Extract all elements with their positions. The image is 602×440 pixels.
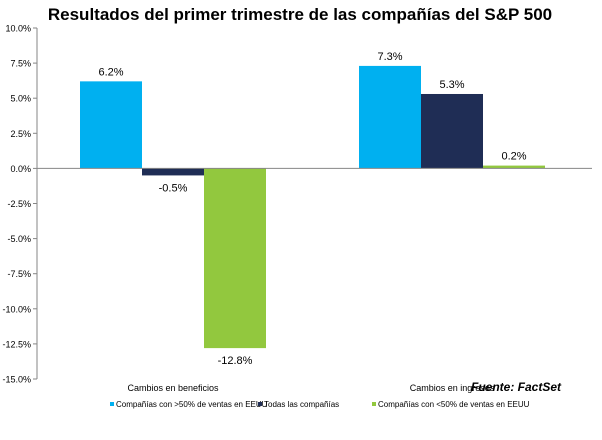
legend-label: Todas las compañías (264, 400, 339, 409)
y-tick-label: -10.0% (2, 304, 31, 314)
legend-swatch (372, 402, 376, 406)
data-label: 5.3% (439, 79, 464, 91)
category-label: Cambios en beneficios (127, 383, 219, 393)
y-tick-label: -5.0% (7, 234, 31, 244)
y-tick-label: 2.5% (10, 129, 31, 139)
y-tick-label: -7.5% (7, 269, 31, 279)
y-tick-label: 0.0% (10, 164, 31, 174)
bar (142, 168, 204, 176)
chart-title: Resultados del primer trimestre de las c… (48, 5, 552, 24)
y-tick-label: 10.0% (5, 24, 31, 34)
legend-swatch (258, 402, 262, 406)
bar (421, 93, 483, 169)
data-label: 7.3% (377, 51, 402, 63)
source-note: Fuente: FactSet (471, 380, 562, 394)
legend-label: Compañías con <50% de ventas en EEUU (378, 400, 530, 409)
data-label: -12.8% (218, 355, 253, 367)
y-tick-label: -12.5% (2, 339, 31, 349)
legend-label: Compañías con >50% de ventas en EEUU (116, 400, 268, 409)
y-tick-label: 5.0% (10, 94, 31, 104)
bar (80, 81, 142, 169)
y-tick-label: -2.5% (7, 199, 31, 209)
y-tick-label: 7.5% (10, 59, 31, 69)
y-tick-label: -15.0% (2, 375, 31, 385)
data-label: 0.2% (501, 151, 526, 163)
bar (359, 65, 421, 169)
data-label: 6.2% (98, 66, 123, 78)
legend-swatch (110, 402, 114, 406)
data-label: -0.5% (159, 182, 188, 194)
category-label: Cambios en ingresos (410, 383, 495, 393)
bar (204, 168, 266, 349)
bar (483, 165, 545, 169)
